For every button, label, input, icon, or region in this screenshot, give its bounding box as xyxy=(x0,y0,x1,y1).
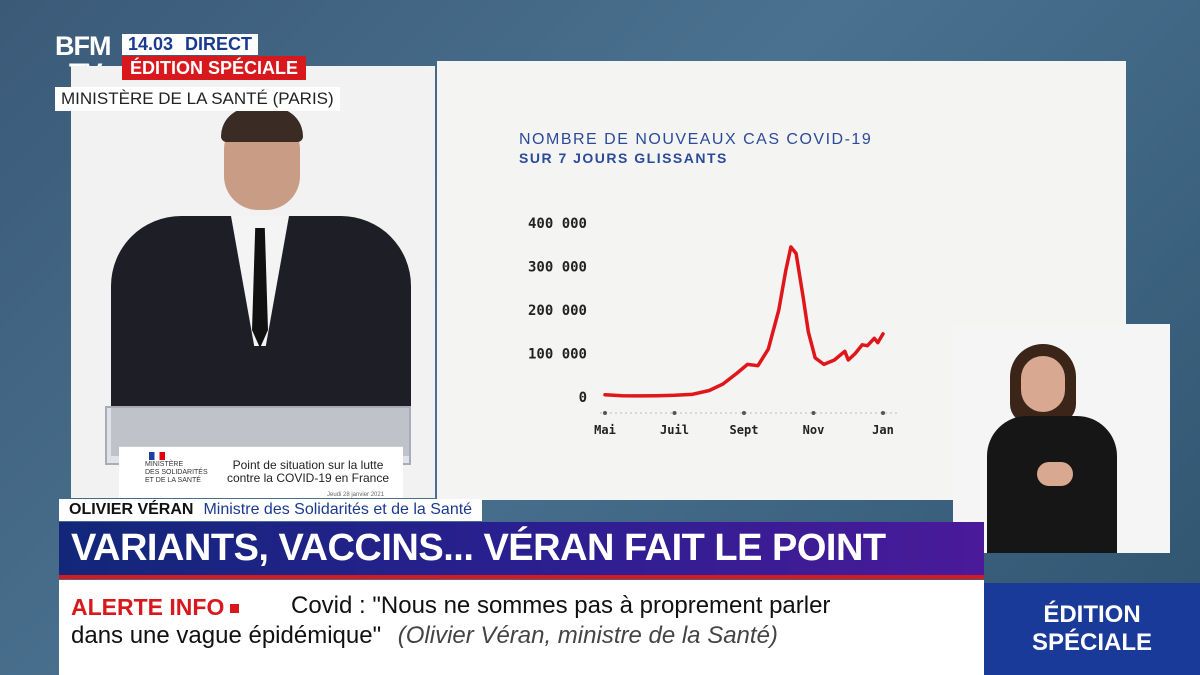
lectern-sign: MINISTÈRE DES SOLIDARITÉS ET DE LA SANTÉ… xyxy=(119,446,403,498)
corner-line-1: ÉDITION xyxy=(1043,601,1141,628)
ticker-bar: ALERTE INFO Covid : "Nous ne sommes pas … xyxy=(59,580,984,675)
y-tick-label: 300 000 xyxy=(528,260,587,276)
y-tick-label: 200 000 xyxy=(528,303,587,319)
sign-interpreter-video xyxy=(953,324,1170,553)
sign-title-line-1: Point de situation sur la lutte xyxy=(232,458,384,472)
series-line xyxy=(603,245,885,398)
y-tick-label: 0 xyxy=(579,390,587,406)
ticker-quote: dans une vague épidémique" xyxy=(71,622,382,649)
headline-bar: VARIANTS, VACCINS... VÉRAN FAIT LE POINT xyxy=(59,522,984,579)
interpreter-hands xyxy=(1037,462,1073,486)
ticker-line-1: Covid : "Nous ne sommes pas à proprement… xyxy=(291,592,831,619)
x-tick-label: Nov xyxy=(803,423,825,437)
ministry-line-3: ET DE LA SANTÉ xyxy=(145,477,201,484)
speaker-name: OLIVIER VÉRAN xyxy=(69,501,194,518)
clock-live-box: 14.03 DIRECT xyxy=(122,34,259,55)
alert-text: ALERTE INFO xyxy=(71,594,225,620)
x-tick-label: Juil xyxy=(660,423,689,437)
sign-title-line-2: contre la COVID-19 en France xyxy=(226,471,390,485)
speaker-video: MINISTÈRE DES SOLIDARITÉS ET DE LA SANTÉ… xyxy=(71,66,435,498)
x-tick-mark xyxy=(881,411,885,415)
x-tick-label: Mai xyxy=(594,423,616,437)
x-tick-mark xyxy=(672,411,677,415)
y-tick-label: 400 000 xyxy=(528,216,587,232)
alert-label: ALERTE INFO xyxy=(71,594,240,621)
ticker-source: (Olivier Véran, ministre de la Santé) xyxy=(397,622,778,649)
location-label: MINISTÈRE DE LA SANTÉ (PARIS) xyxy=(55,87,340,111)
x-tick-mark xyxy=(603,411,607,415)
clock-time: 14.03 xyxy=(128,34,174,54)
headline: VARIANTS, VACCINS... VÉRAN FAIT LE POINT xyxy=(71,527,886,569)
sign-date: Jeudi 28 janvier 2021 xyxy=(327,492,385,498)
ministry-name: MINISTÈRE DES SOLIDARITÉS ET DE LA SANTÉ xyxy=(145,461,208,485)
chart-subtitle: SUR 7 JOURS GLISSANTS xyxy=(519,150,728,166)
logo-top: BFM xyxy=(55,31,111,61)
sign-title: Point de situation sur la lutte contre l… xyxy=(217,459,399,485)
x-tick-mark xyxy=(811,411,816,415)
speaker-role: Ministre des Solidarités et de la Santé xyxy=(203,501,473,518)
live-label: DIRECT xyxy=(185,34,253,54)
chart-title: NOMBRE DE NOUVEAUX CAS COVID-19 xyxy=(519,131,873,148)
alert-square-icon xyxy=(230,604,240,614)
speaker-hair xyxy=(221,108,303,142)
ministry-line-1: MINISTÈRE xyxy=(145,461,184,468)
edition-corner-badge: ÉDITION SPÉCIALE xyxy=(984,583,1200,675)
x-tick-label: Sept xyxy=(730,423,759,437)
interpreter-face xyxy=(1021,356,1065,412)
edition-badge: ÉDITION SPÉCIALE xyxy=(122,56,307,80)
french-flag-icon xyxy=(149,452,165,460)
x-tick-mark xyxy=(742,411,746,415)
ticker-line-2: dans une vague épidémique" (Olivier Véra… xyxy=(71,622,778,650)
chart-panel: NOMBRE DE NOUVEAUX CAS COVID-19 SUR 7 JO… xyxy=(437,61,1126,500)
ministry-line-2: DES SOLIDARITÉS xyxy=(145,469,208,476)
speaker-tie xyxy=(252,228,268,348)
cases-line-chart: 400 000 300 000 200 000 100 000 0 Mai Juil Sept… xyxy=(528,216,898,437)
corner-line-2: SPÉCIALE xyxy=(1031,629,1153,656)
y-tick-label: 100 000 xyxy=(528,347,587,363)
x-tick-label: Jan xyxy=(872,423,894,437)
speaker-name-bar: OLIVIER VÉRAN Ministre des Solidarités e… xyxy=(59,499,483,521)
